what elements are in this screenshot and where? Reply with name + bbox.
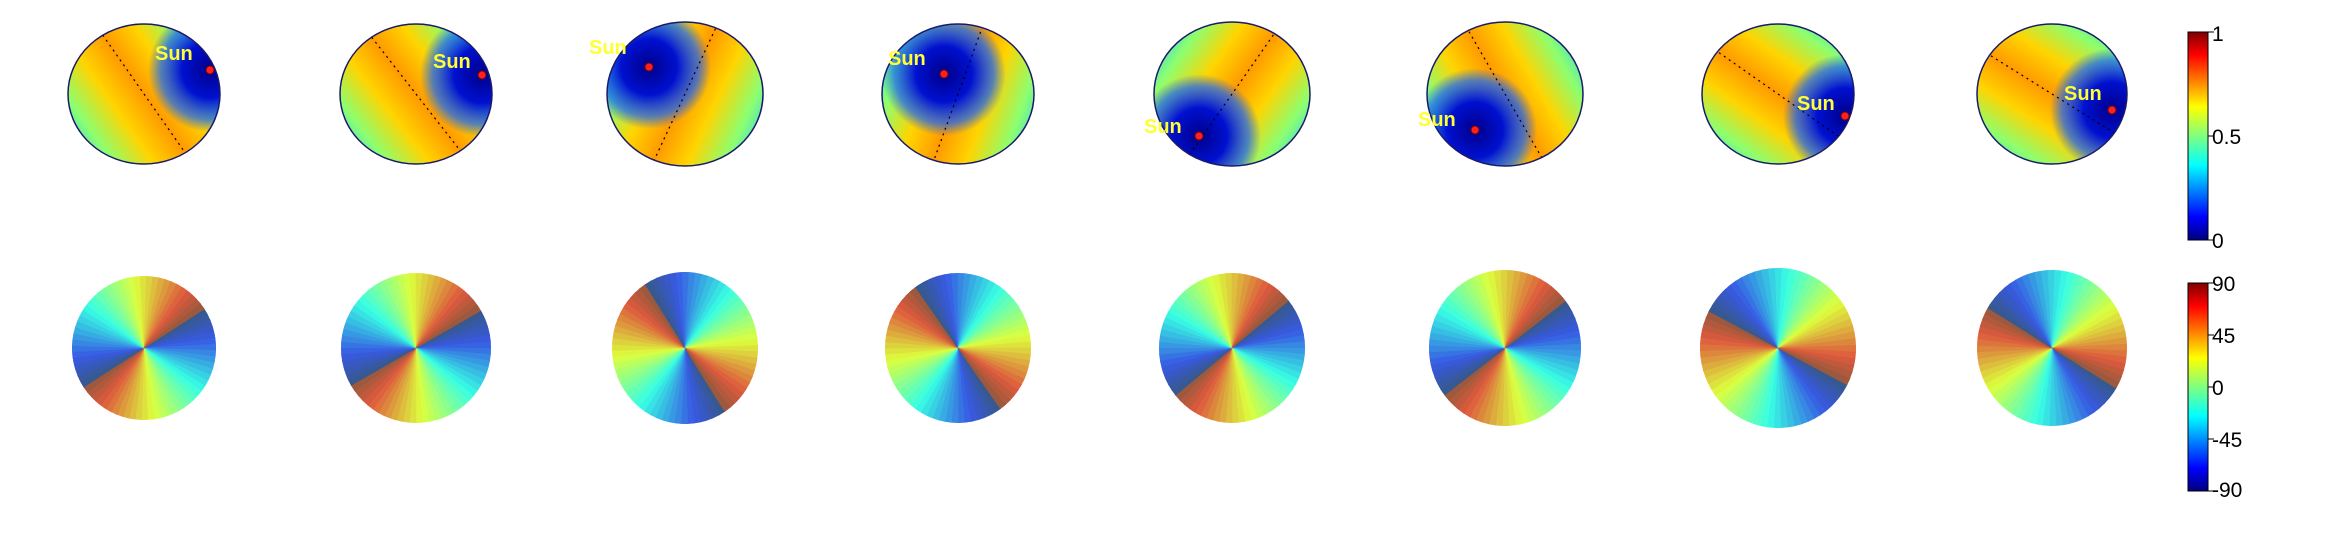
sun-label: Sun [589,37,627,59]
sun-label: Sun [433,51,471,73]
dop-field [340,24,492,164]
sun-marker [1194,131,1204,141]
aop-wedge [1504,270,1581,349]
dop-panel-outline [881,23,1035,165]
sun-marker [1470,125,1480,135]
dop-panel-outline [339,23,493,165]
aop-colorbar-gradient [2187,282,2209,492]
aop-tick-minus-90: -90 [2212,479,2242,502]
aop-outer-wash [72,276,216,420]
sun-marker [644,62,654,72]
aop-wedge [1777,347,1856,415]
sun-marker [477,70,487,80]
dop-panel-outline [1976,23,2128,165]
aop-wedge [1231,273,1305,349]
solar-meridian [1983,51,2121,137]
aop-panel [341,273,491,423]
aop-panel [72,276,216,420]
aop-panel [1977,270,2127,426]
aop-outer-wash [1977,270,2127,426]
sun-label: Sun [1418,109,1456,131]
dop-colorbar: 1 0.5 0 [2187,23,2241,253]
sun-label: Sun [888,48,926,70]
aop-panel [1700,268,1856,428]
aop-tick-0: 0 [2212,377,2224,400]
aop-tick-minus-45: -45 [2212,429,2242,452]
dop-panel-outline [606,21,764,167]
dop-panel: Sun [589,21,764,167]
sun-label: Sun [1144,116,1182,138]
solar-meridian [1712,47,1844,141]
aop-wedge [415,273,491,349]
solar-meridian [366,30,466,158]
aop-colorbar: 90 45 0 -45 -90 [2187,273,2242,502]
aop-tick-90: 90 [2212,273,2235,296]
sun-label: Sun [1797,93,1835,115]
aop-outer-wash [1700,268,1856,428]
dop-colorbar-gradient [2187,31,2209,241]
aop-panel [885,273,1031,423]
aop-outer-wash [885,273,1031,423]
dop-panel: Sun [1144,21,1311,167]
solar-meridian [1185,28,1279,160]
dop-panel: Sun [1701,23,1855,165]
aop-panel [612,272,758,424]
solar-meridian [650,22,720,166]
sun-label: Sun [155,43,193,65]
dop-tick-0.5: 0.5 [2212,126,2241,149]
dop-panel: Sun [67,23,221,165]
angle-of-polarization-row [72,268,2127,428]
sun-marker [205,65,215,75]
dop-panel: Sun [1418,21,1584,167]
dop-panel-outline [1153,21,1311,167]
aop-tick-45: 45 [2212,325,2235,348]
aop-wedge [684,347,758,424]
aop-outer-wash [1429,270,1581,426]
aop-outer-wash [612,272,758,424]
sun-marker [2107,105,2117,115]
solar-meridian [97,28,191,160]
aop-panel [1429,270,1581,426]
aop-outer-wash [341,273,491,423]
solar-meridian [1464,24,1546,164]
solar-meridian [930,24,986,164]
sun-label: Sun [2064,83,2102,105]
dop-field [1702,24,1854,164]
degree-of-polarization-row: Sun Sun Sun Sun Sun Sun Sun Sun [67,21,2128,167]
aop-wedge [957,347,1031,423]
dop-panel: Sun [339,23,493,165]
dop-field [1977,24,2127,164]
aop-panel [1159,273,1305,423]
dop-panel-outline [67,23,221,165]
dop-panel: Sun [881,23,1035,165]
aop-wedge [2051,347,2127,423]
dop-panel-outline [1426,21,1584,167]
dop-tick-1: 1 [2212,23,2224,46]
dop-panel: Sun [1976,23,2128,165]
dop-tick-0: 0 [2212,230,2224,253]
aop-outer-wash [1159,273,1305,423]
dop-panel-outline [1701,23,1855,165]
sun-marker [939,69,949,79]
sun-marker [1840,111,1850,121]
